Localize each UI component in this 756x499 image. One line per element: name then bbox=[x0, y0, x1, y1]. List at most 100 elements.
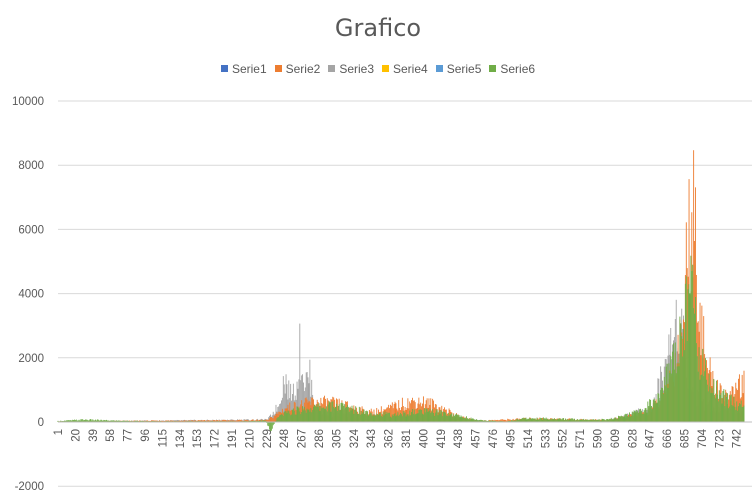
bar bbox=[254, 420, 256, 422]
bar bbox=[604, 419, 606, 422]
bar bbox=[236, 420, 238, 422]
bar bbox=[684, 350, 685, 422]
bar bbox=[410, 415, 412, 422]
bar bbox=[114, 420, 116, 422]
bar bbox=[271, 422, 273, 429]
bar bbox=[275, 420, 277, 422]
bar bbox=[731, 386, 733, 422]
bar bbox=[687, 289, 689, 422]
bar bbox=[630, 416, 632, 422]
bar bbox=[308, 409, 310, 422]
legend: Serie1 Serie2 Serie3 Serie4 Serie5 Serie6 bbox=[0, 62, 756, 76]
y-tick-label: 4000 bbox=[18, 289, 44, 301]
bar bbox=[401, 397, 403, 422]
bar bbox=[527, 418, 529, 422]
bar bbox=[673, 343, 674, 422]
bar bbox=[719, 394, 721, 422]
bar bbox=[625, 413, 627, 422]
bar bbox=[135, 420, 137, 422]
bar bbox=[299, 323, 301, 422]
bar bbox=[386, 412, 388, 422]
y-tick-label: 2000 bbox=[18, 353, 44, 365]
bar bbox=[137, 420, 139, 422]
bar bbox=[273, 415, 275, 422]
bar bbox=[346, 406, 347, 422]
bar bbox=[118, 420, 120, 422]
bar bbox=[576, 419, 578, 422]
bar bbox=[390, 417, 392, 422]
bar bbox=[309, 411, 311, 422]
bar bbox=[582, 419, 584, 422]
x-tick-label: 96 bbox=[140, 429, 152, 442]
bar bbox=[421, 409, 423, 422]
bar bbox=[743, 405, 745, 422]
bar bbox=[736, 401, 738, 422]
bar bbox=[209, 420, 211, 422]
bar bbox=[531, 418, 532, 422]
bar bbox=[285, 411, 287, 422]
bar bbox=[267, 419, 269, 422]
bar bbox=[245, 419, 247, 422]
bar bbox=[692, 264, 694, 422]
bar bbox=[283, 384, 285, 422]
bar bbox=[139, 420, 140, 422]
bar bbox=[655, 403, 657, 422]
bar bbox=[227, 420, 229, 422]
bar bbox=[315, 406, 317, 422]
bar bbox=[243, 420, 245, 422]
bar bbox=[715, 398, 717, 422]
bar bbox=[618, 415, 619, 422]
bar bbox=[465, 418, 467, 422]
bar bbox=[275, 414, 277, 422]
bar bbox=[183, 420, 185, 422]
bar bbox=[357, 414, 359, 422]
bar bbox=[423, 408, 425, 422]
bar bbox=[292, 394, 293, 422]
bar bbox=[524, 418, 526, 422]
bar bbox=[556, 419, 558, 422]
y-tick-label: 0 bbox=[38, 417, 44, 429]
bar bbox=[206, 420, 208, 422]
bar bbox=[109, 420, 111, 422]
bar bbox=[626, 413, 628, 422]
bar bbox=[389, 412, 391, 422]
y-tick-label: -2000 bbox=[15, 481, 44, 493]
bar bbox=[367, 411, 369, 422]
bar bbox=[194, 420, 195, 422]
bar bbox=[651, 406, 652, 422]
bar bbox=[681, 336, 683, 422]
bar bbox=[136, 420, 138, 422]
bar bbox=[737, 390, 739, 422]
bar bbox=[695, 296, 696, 422]
bar bbox=[298, 379, 300, 422]
bar bbox=[712, 393, 714, 422]
bar bbox=[331, 401, 333, 422]
bar bbox=[448, 408, 450, 422]
x-tick-label: 58 bbox=[105, 429, 117, 442]
bar bbox=[359, 414, 361, 422]
bar bbox=[699, 379, 701, 422]
bar bbox=[251, 420, 253, 422]
bar bbox=[424, 412, 426, 422]
bar bbox=[346, 404, 348, 422]
bar bbox=[130, 420, 132, 422]
bar bbox=[585, 419, 587, 422]
x-tick-label: 704 bbox=[697, 428, 709, 448]
bar bbox=[418, 397, 420, 422]
x-tick-label: 324 bbox=[349, 428, 361, 448]
bar bbox=[150, 420, 151, 422]
bar bbox=[479, 419, 481, 422]
bar bbox=[267, 422, 269, 426]
bar bbox=[392, 408, 394, 422]
bar bbox=[558, 418, 560, 422]
bar bbox=[229, 420, 231, 422]
bar bbox=[440, 409, 442, 422]
bar bbox=[122, 420, 124, 422]
bar bbox=[195, 420, 197, 422]
bar bbox=[740, 400, 742, 422]
bar bbox=[477, 420, 479, 422]
bar bbox=[468, 418, 470, 422]
bar bbox=[102, 420, 104, 422]
bar bbox=[475, 419, 477, 422]
bar bbox=[458, 415, 460, 422]
